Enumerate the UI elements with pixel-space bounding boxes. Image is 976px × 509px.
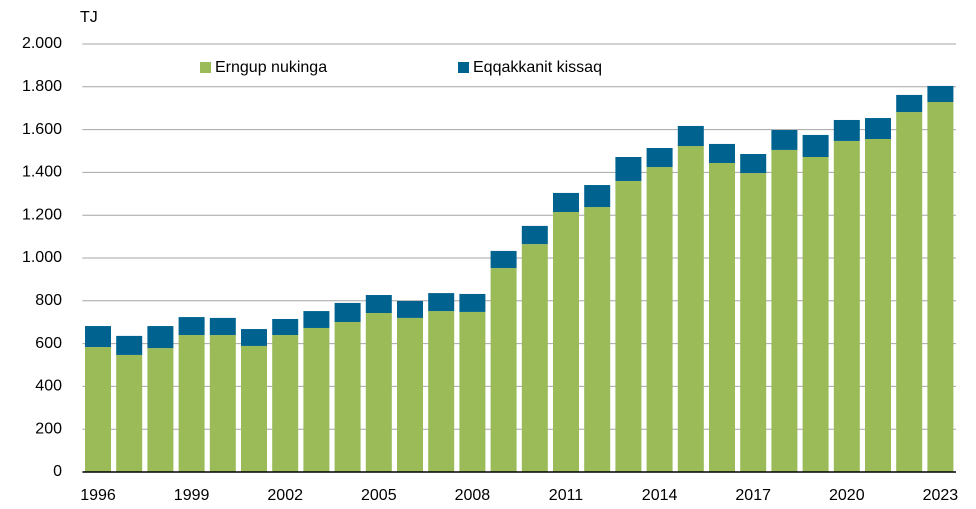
bar-segment	[85, 326, 111, 348]
legend-label: Erngup nukinga	[215, 59, 327, 76]
bar-segment	[677, 125, 704, 147]
x-tick-label: 1999	[174, 487, 210, 504]
bar-segment	[584, 185, 611, 208]
bar-segment	[771, 130, 798, 150]
bar-segment	[802, 156, 829, 472]
bar-segment	[490, 250, 517, 269]
bar-segment	[553, 211, 579, 473]
y-tick-label: 1.600	[22, 121, 62, 138]
x-tick-label: 2023	[923, 487, 959, 504]
bar-segment	[147, 348, 174, 472]
bar-segment	[615, 180, 642, 472]
bar-segment	[428, 311, 455, 472]
bar-segment	[646, 167, 673, 473]
legend-swatch	[200, 62, 211, 73]
y-tick-label: 200	[35, 420, 62, 437]
y-tick-label: 400	[35, 378, 62, 395]
bar-segment	[178, 317, 205, 336]
bar-segment	[927, 85, 954, 102]
bar-segment	[397, 301, 423, 318]
bar-segment	[397, 317, 423, 472]
bar-segment	[833, 119, 860, 141]
y-tick-label: 800	[35, 292, 62, 309]
bar-segment	[178, 335, 205, 472]
bar-segment	[802, 134, 829, 157]
y-tick-label: 2.000	[22, 35, 62, 52]
bar-segment	[272, 335, 299, 472]
bar-segment	[85, 347, 111, 472]
x-tick-label: 2014	[642, 487, 678, 504]
bar-segment	[896, 112, 923, 472]
bar-segment	[709, 143, 735, 163]
bar-segment	[365, 312, 392, 472]
x-tick-label: 1996	[80, 487, 116, 504]
bar-segment	[209, 317, 236, 336]
bar-segment	[147, 326, 174, 349]
bar-segment	[116, 335, 143, 355]
bar-segment	[241, 345, 267, 472]
bar-segment	[646, 148, 673, 168]
x-tick-label: 2020	[829, 487, 865, 504]
bar-segment	[553, 192, 579, 212]
bar-segment	[584, 207, 611, 472]
bar-segment	[209, 335, 236, 472]
y-tick-label: 1.200	[22, 206, 62, 223]
bar-segment	[334, 302, 361, 322]
bar-segment	[459, 293, 486, 312]
bar-segment	[459, 311, 486, 472]
x-tick-label: 2017	[735, 487, 771, 504]
bar-segment	[833, 140, 860, 472]
bar-segment	[303, 327, 330, 472]
y-tick-label: 0	[53, 463, 62, 480]
bar-segment	[334, 321, 361, 472]
bar-segment	[865, 118, 891, 140]
x-tick-label: 2011	[549, 487, 584, 504]
y-axis-title: TJ	[80, 9, 98, 26]
bar-segment	[365, 295, 392, 313]
x-tick-label: 2008	[455, 487, 491, 504]
legend-swatch	[458, 62, 469, 73]
x-tick-label: 2002	[267, 487, 303, 504]
y-tick-label: 600	[35, 335, 62, 352]
bar-segment	[428, 293, 455, 312]
bar-segment	[116, 354, 143, 472]
bar-segment	[241, 329, 267, 346]
bar-segment	[740, 173, 767, 473]
bar-segment	[896, 94, 923, 113]
bar-segment	[272, 318, 299, 336]
bar-segment	[927, 101, 954, 472]
legend-label: Eqqakkanit kissaq	[473, 59, 602, 76]
bar-segment	[521, 225, 548, 245]
bar-segment	[771, 149, 798, 472]
y-tick-label: 1.800	[22, 78, 62, 95]
bar-segment	[709, 162, 735, 472]
x-tick-label: 2005	[361, 487, 397, 504]
bar-segment	[865, 139, 891, 473]
bar-segment	[615, 156, 642, 181]
bar-segment	[740, 153, 767, 174]
bar-segment	[521, 244, 548, 472]
y-tick-label: 1.400	[22, 164, 62, 181]
y-tick-label: 1.000	[22, 249, 62, 266]
bar-segment	[490, 268, 517, 472]
bar-segment	[303, 311, 330, 328]
bar-segment	[677, 146, 704, 472]
